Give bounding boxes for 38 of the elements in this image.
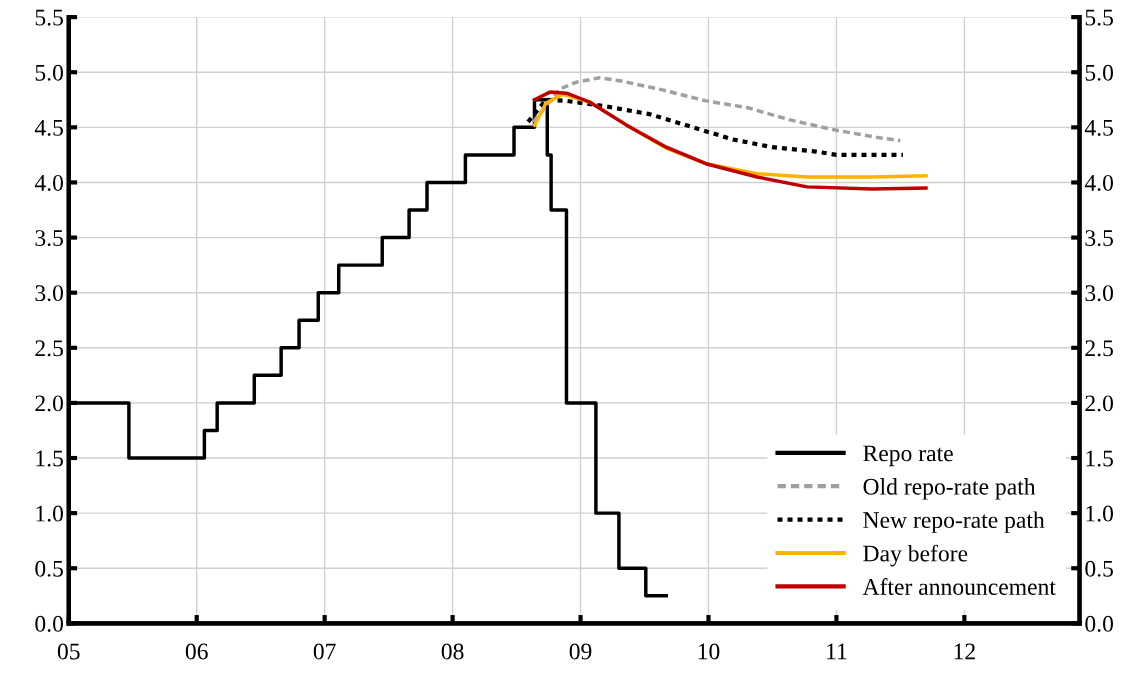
y-tick-label: 3.0 <box>35 285 63 302</box>
y2-tick-label: 5.0 <box>1085 64 1114 81</box>
y-tick-label: 1.5 <box>36 450 63 467</box>
x-tick-label: 08 <box>441 643 464 660</box>
y2-tick-label: 1.0 <box>1086 505 1114 522</box>
x-tick-label: 05 <box>57 643 80 660</box>
legend-label: Old repo-rate path <box>863 478 1036 500</box>
x-tick-label: 10 <box>698 643 720 660</box>
y-tick-label: 1.0 <box>36 505 63 522</box>
y2-tick-label: 2.0 <box>1085 395 1114 412</box>
y2-tick-label: 1.5 <box>1086 450 1113 467</box>
y-tick-label: 4.5 <box>34 120 63 136</box>
x-tick-label: 11 <box>827 643 847 660</box>
y-tick-label: 0.5 <box>35 560 63 577</box>
x-tick-label: 07 <box>313 643 336 660</box>
y2-tick-label: 0.0 <box>1085 615 1114 632</box>
y-tick-label: 4.0 <box>34 174 63 191</box>
y-tick-label: 2.0 <box>35 395 63 412</box>
x-tick-label: 09 <box>569 643 592 660</box>
y-tick-label: 5.5 <box>35 9 63 26</box>
y-tick-label: 5.0 <box>35 64 63 81</box>
y2-tick-label: 5.5 <box>1085 9 1113 26</box>
x-tick-label: 06 <box>185 643 208 660</box>
legend-label: Day before <box>863 544 968 567</box>
y2-tick-label: 3.5 <box>1085 230 1113 247</box>
y2-tick-label: 4.0 <box>1084 174 1114 191</box>
legend-label: Repo rate <box>863 445 953 467</box>
x-tick-label: 12 <box>954 643 975 660</box>
y2-tick-label: 0.5 <box>1085 560 1113 577</box>
y2-tick-label: 3.0 <box>1085 285 1114 302</box>
legend-label: New repo-rate path <box>863 511 1045 533</box>
y2-tick-label: 4.5 <box>1084 120 1113 136</box>
y2-tick-label: 2.5 <box>1085 340 1113 357</box>
y-tick-label: 3.5 <box>35 230 63 247</box>
legend-label: After announcement <box>862 578 1056 595</box>
line-series <box>531 76 903 143</box>
y-tick-label: 2.5 <box>35 340 63 357</box>
y-tick-label: 0.0 <box>35 615 63 632</box>
